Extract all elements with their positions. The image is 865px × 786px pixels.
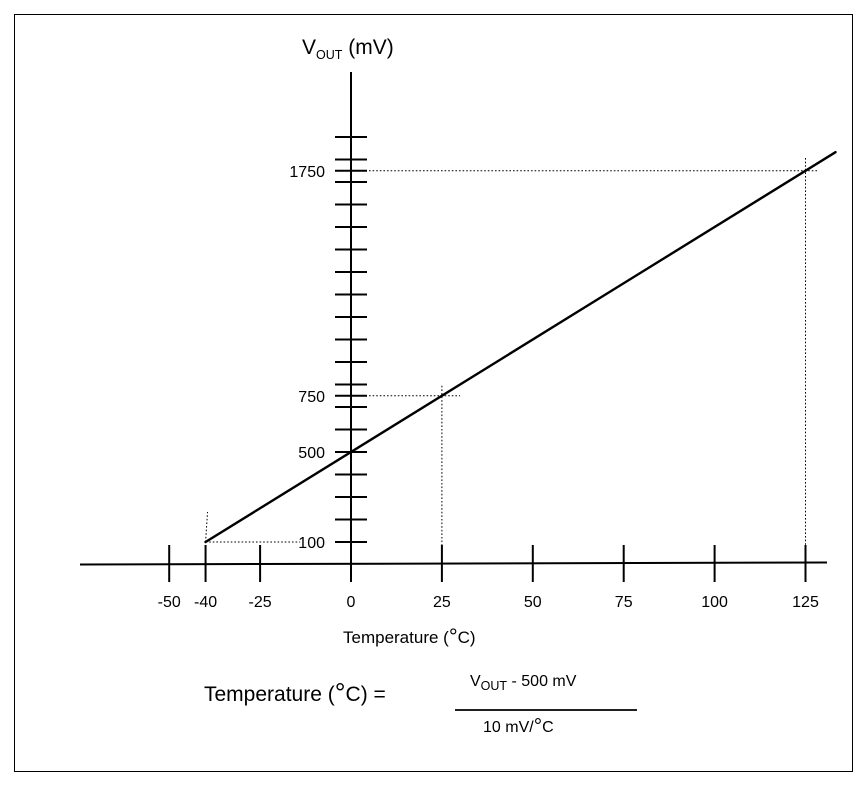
axes bbox=[79, 72, 828, 566]
y-tick-label: 750 bbox=[298, 389, 325, 406]
x-axis-title: Temperature (°C) bbox=[343, 624, 476, 649]
y-ticks: 100 500 750 1750 bbox=[289, 136, 367, 552]
data-point bbox=[440, 394, 444, 397]
x-axis-line bbox=[79, 561, 828, 566]
formula-numerator: VOUT - 500 mV bbox=[470, 673, 577, 693]
guide-line bbox=[205, 511, 209, 543]
formula-lhs: Temperature (°C) = bbox=[204, 678, 386, 708]
series-line bbox=[204, 150, 837, 544]
x-tick-label: 25 bbox=[433, 594, 451, 611]
y-tick-label: 500 bbox=[298, 445, 325, 462]
y-axis-title: VOUT (mV) bbox=[302, 36, 394, 62]
data-point bbox=[349, 450, 353, 454]
conversion-formula: Temperature (°C) = VOUT - 500 mV 10 mV/°… bbox=[204, 673, 637, 738]
reference-guides bbox=[205, 158, 819, 565]
data-point bbox=[204, 540, 207, 544]
x-tick-label: 125 bbox=[792, 594, 819, 611]
x-tick-label: -40 bbox=[194, 594, 217, 611]
x-tick-label: -25 bbox=[249, 594, 272, 611]
figure-border bbox=[14, 14, 853, 772]
x-tick-label: 0 bbox=[347, 594, 356, 611]
x-tick-label: 100 bbox=[701, 594, 728, 611]
y-tick-label: 100 bbox=[298, 535, 325, 552]
data-point bbox=[804, 169, 807, 172]
x-ticks: -50 -40 -25 0 25 50 75 100 125 bbox=[158, 545, 819, 611]
formula-denominator: 10 mV/°C bbox=[483, 715, 554, 738]
x-tick-label: 50 bbox=[524, 594, 542, 611]
series-layer bbox=[204, 150, 837, 544]
y-tick-label: 1750 bbox=[289, 164, 325, 181]
x-tick-label: -50 bbox=[158, 594, 181, 611]
x-tick-label: 75 bbox=[615, 594, 633, 611]
